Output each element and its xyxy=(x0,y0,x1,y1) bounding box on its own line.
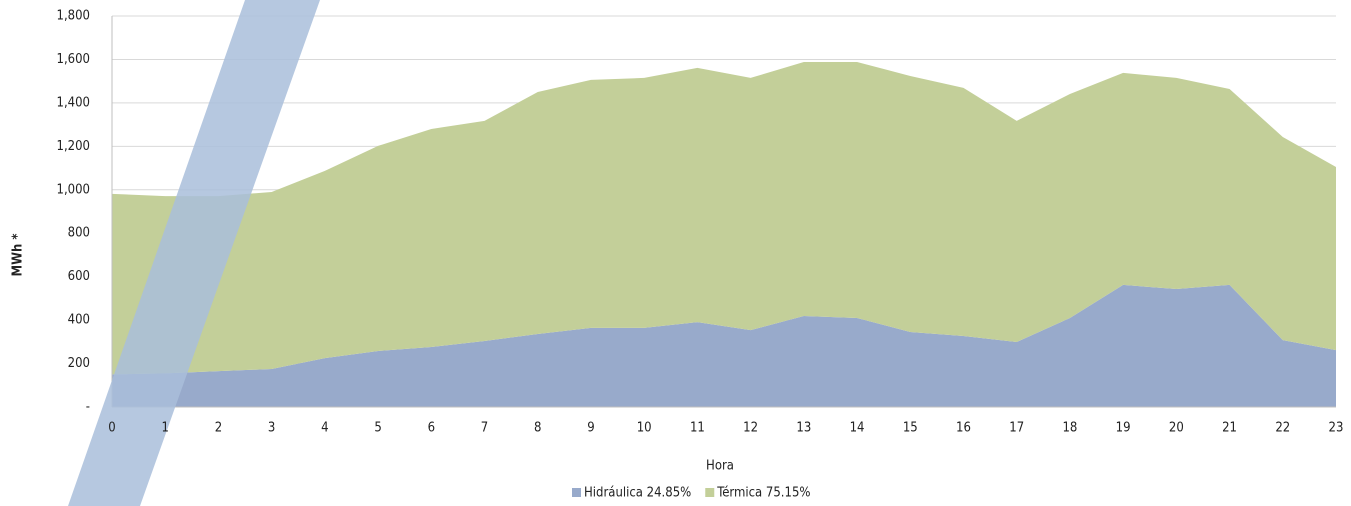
legend-swatch xyxy=(705,488,715,497)
y-axis-title: MWh * xyxy=(11,233,26,276)
area xyxy=(112,284,1336,407)
x-tick-label: 20 xyxy=(1169,421,1184,436)
x-tick-label: 11 xyxy=(690,421,705,436)
x-tick-label: 5 xyxy=(374,421,381,436)
plot-area xyxy=(111,15,1336,408)
y-tick-label: 1,400 xyxy=(57,95,90,110)
x-tick-label: 21 xyxy=(1222,421,1237,436)
y-tick-label: 600 xyxy=(68,269,90,284)
x-axis-title: Hora xyxy=(706,459,734,474)
x-tick-label: 7 xyxy=(481,421,488,436)
legend-label: Hidráulica 24.85% xyxy=(584,486,691,501)
y-tick-label: 200 xyxy=(68,356,90,371)
x-tick-label: 18 xyxy=(1062,421,1077,436)
y-tick-label: 1,800 xyxy=(57,9,90,24)
x-tick-label: 4 xyxy=(321,421,328,436)
area xyxy=(112,62,1336,375)
y-tick-label: 1,000 xyxy=(57,182,90,197)
y-tick-label: 1,600 xyxy=(57,52,90,67)
x-tick-label: 0 xyxy=(108,421,115,436)
x-tick-label: 12 xyxy=(743,421,758,436)
legend-label: Térmica 75.15% xyxy=(716,486,810,501)
x-tick-label: 10 xyxy=(637,421,652,436)
y-tick-label: 400 xyxy=(68,313,90,328)
y-tick-label: 800 xyxy=(68,226,90,241)
x-tick-label: 22 xyxy=(1275,421,1290,436)
x-tick-label: 8 xyxy=(534,421,541,436)
x-tick-label: 14 xyxy=(850,421,865,436)
y-tick-label: 1,200 xyxy=(57,139,90,154)
x-tick-label: 16 xyxy=(956,421,971,436)
decorative-band xyxy=(68,0,320,506)
legend-swatch xyxy=(572,488,581,497)
x-tick-label: 1 xyxy=(161,421,168,436)
x-tick-label: 15 xyxy=(903,421,918,436)
y-tick-label: - xyxy=(86,400,90,415)
x-tick-label: 6 xyxy=(428,421,435,436)
x-tick-label: 2 xyxy=(215,421,222,436)
x-tick-label: 3 xyxy=(268,421,275,436)
x-tick-label: 17 xyxy=(1009,421,1024,436)
x-tick-label: 19 xyxy=(1116,421,1131,436)
x-tick-label: 23 xyxy=(1329,421,1344,436)
x-tick-label: 9 xyxy=(587,421,594,436)
x-tick-label: 13 xyxy=(796,421,811,436)
